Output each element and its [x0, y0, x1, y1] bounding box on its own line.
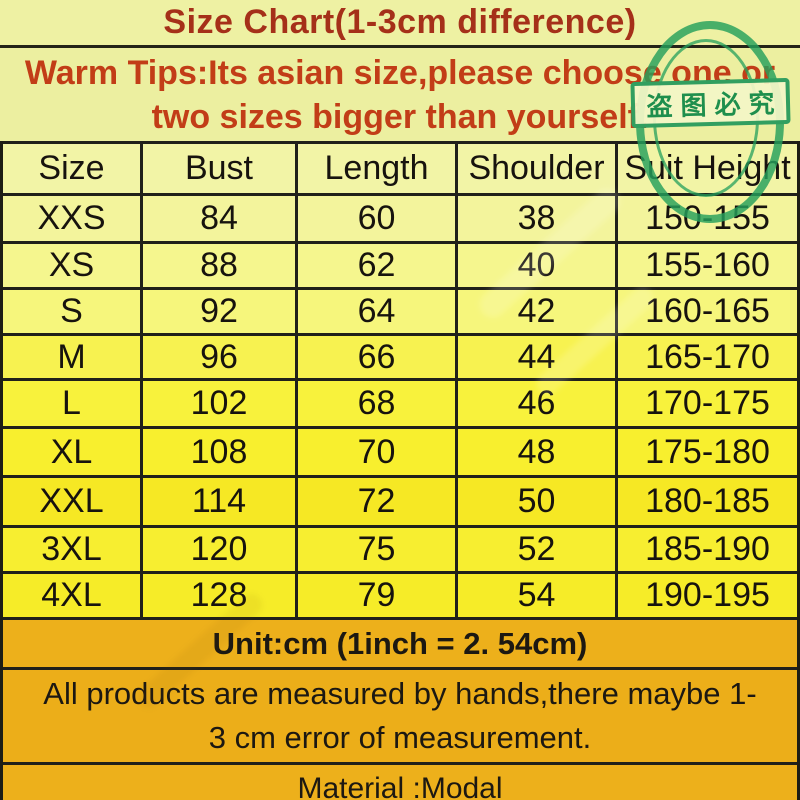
table-cell: 185-190 — [615, 528, 797, 571]
column-header-bust: Bust — [140, 144, 295, 193]
table-cell: 72 — [295, 478, 455, 525]
table-row-xs: XS 88 62 40 155-160 — [3, 241, 797, 287]
table-row-m: M 96 66 44 165-170 — [3, 333, 797, 378]
table-cell: 190-195 — [615, 574, 797, 617]
material-note-band: Material :Modal — [3, 762, 797, 800]
measurement-note-line-1: All products are measured by hands,there… — [43, 676, 757, 711]
table-cell: XL — [50, 432, 93, 471]
table-cell: 64 — [295, 290, 455, 333]
table-row-4xl: 4XL 128 79 54 190-195 — [3, 571, 797, 617]
table-cell: 88 — [140, 244, 295, 287]
table-cell: 38 — [455, 196, 615, 241]
table-cell: 102 — [140, 381, 295, 426]
table-cell: 40 — [455, 244, 615, 287]
table-cell: 66 — [295, 336, 455, 378]
table-cell: 92 — [140, 290, 295, 333]
unit-note: Unit:cm (1inch = 2. 54cm) — [212, 625, 588, 661]
table-cell: 84 — [140, 196, 295, 241]
table-row-s: S 92 64 42 160-165 — [3, 287, 797, 333]
table-cell: M — [57, 337, 86, 376]
table-cell: 70 — [295, 429, 455, 475]
table-cell: 128 — [140, 574, 295, 617]
measurement-note-band: All products are measured by hands,there… — [3, 667, 797, 762]
measurement-note-line-2: 3 cm error of measurement. — [208, 720, 592, 755]
table-cell: 150-155 — [615, 196, 797, 241]
table-cell: 170-175 — [615, 381, 797, 426]
warm-tips-band: Warm Tips:Its asian size,please choose o… — [0, 45, 800, 141]
table-cell: 60 — [295, 196, 455, 241]
table-cell: 114 — [140, 478, 295, 525]
table-cell: 48 — [455, 429, 615, 475]
table-cell: 42 — [455, 290, 615, 333]
table-cell: 96 — [140, 336, 295, 378]
table-row-l: L 102 68 46 170-175 — [3, 378, 797, 426]
table-cell: 79 — [295, 574, 455, 617]
warm-tips-line-1: Warm Tips:Its asian size,please choose o… — [24, 53, 776, 92]
table-row-xxl: XXL 114 72 50 180-185 — [3, 475, 797, 525]
table-cell: XXL — [39, 482, 104, 520]
table-cell: 62 — [295, 244, 455, 287]
table-cell: L — [62, 384, 81, 422]
warm-tips-line-2: two sizes bigger than yourself. — [151, 97, 649, 136]
column-header-length: Length — [295, 144, 455, 193]
material-note: Material :Modal — [297, 771, 503, 800]
size-table: Size Bust Length Shoulder Suit Height XX… — [0, 141, 800, 800]
column-header-shoulder: Shoulder — [455, 144, 615, 193]
table-cell: 46 — [455, 381, 615, 426]
table-cell: XS — [48, 246, 95, 284]
table-cell: 120 — [140, 528, 295, 571]
table-cell: 160-165 — [615, 290, 797, 333]
table-cell: 175-180 — [615, 429, 797, 475]
table-cell: 68 — [295, 381, 455, 426]
table-cell: 75 — [295, 528, 455, 571]
table-cell: 165-170 — [615, 336, 797, 378]
table-row-xxs: XXS 84 60 38 150-155 — [3, 193, 797, 241]
table-cell: 108 — [140, 429, 295, 475]
chart-title: Size Chart(1-3cm difference) — [163, 3, 637, 41]
table-cell: 52 — [455, 528, 615, 571]
column-header-size: Size — [38, 149, 105, 187]
chart-title-band: Size Chart(1-3cm difference) — [0, 0, 800, 45]
table-cell: 44 — [455, 336, 615, 378]
table-cell: 180-185 — [615, 478, 797, 525]
table-cell: S — [60, 292, 83, 330]
table-cell: 4XL — [41, 576, 102, 614]
table-cell: 3XL — [41, 530, 102, 568]
table-cell: 155-160 — [615, 244, 797, 287]
table-row-xl: XL 108 70 48 175-180 — [3, 426, 797, 475]
table-cell: 54 — [455, 574, 615, 617]
table-cell: 50 — [455, 478, 615, 525]
table-cell: XXS — [37, 199, 106, 237]
table-header-row: Size Bust Length Shoulder Suit Height — [3, 141, 797, 193]
table-row-3xl: 3XL 120 75 52 185-190 — [3, 525, 797, 571]
unit-note-band: Unit:cm (1inch = 2. 54cm) — [3, 617, 797, 667]
column-header-suit-height: Suit Height — [615, 144, 797, 193]
